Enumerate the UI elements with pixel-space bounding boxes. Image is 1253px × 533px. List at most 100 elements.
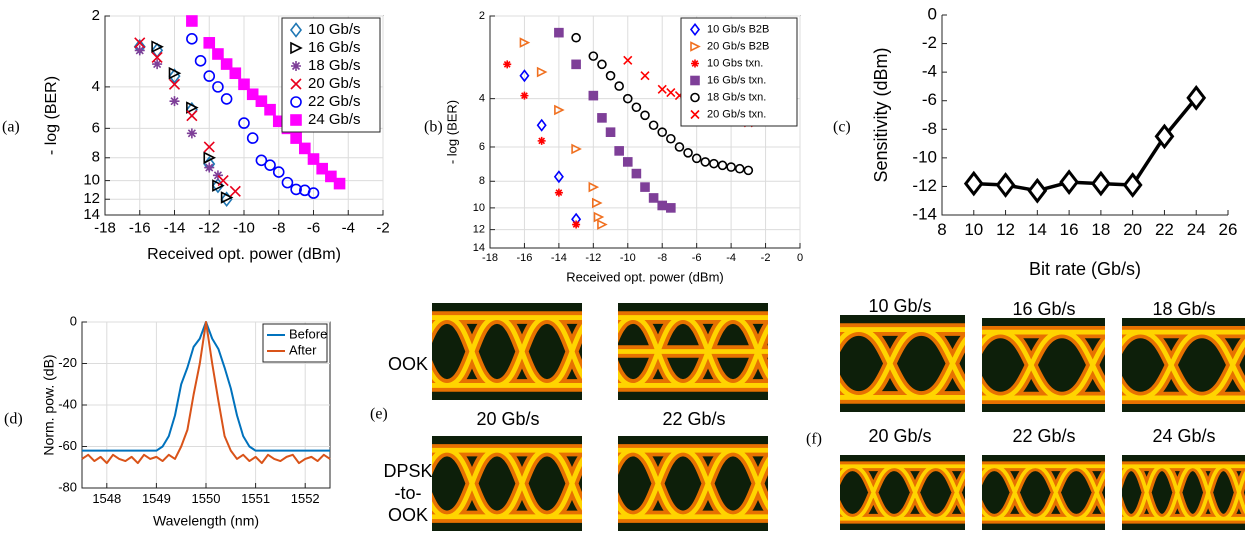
x-tick-label: -14 (164, 219, 186, 236)
legend-marker (691, 77, 699, 85)
eye-diagram (1100, 455, 1253, 530)
eye-rate: 22 Gb/s (1012, 426, 1075, 446)
marker (589, 92, 597, 100)
marker (503, 60, 511, 68)
marker (572, 60, 580, 68)
eye-diagram (397, 303, 647, 400)
legend-label: 10 Gbs txn. (707, 57, 763, 69)
y-tick-label: -60 (58, 438, 77, 453)
y-tick-label: -80 (58, 479, 77, 494)
marker (667, 204, 675, 212)
eye-rate: 24 Gb/s (1152, 426, 1215, 446)
y-tick-label: -2 (922, 33, 937, 52)
y-tick-label: 6 (479, 141, 485, 153)
x-tick-label: 14 (1028, 220, 1047, 239)
legend-marker (691, 60, 699, 68)
y-tick-label: 0 (928, 4, 937, 23)
y-tick-label: -12 (912, 176, 937, 195)
x-tick-label: -8 (657, 252, 667, 264)
y-tick-label: -4 (922, 62, 937, 81)
legend-marker (291, 115, 301, 125)
eye-rate: 20 Gb/s (868, 426, 931, 446)
marker (607, 128, 615, 136)
x-tick-label: 22 (1155, 220, 1174, 239)
x-axis-label: Wavelength (nm) (153, 513, 259, 529)
y-tick-label: 2 (92, 7, 100, 24)
y-tick-label: 6 (92, 119, 100, 136)
x-axis-label: Bit rate (Gb/s) (1029, 259, 1141, 279)
panel-label: (c) (833, 119, 851, 136)
y-axis-label: Norm. pow. (dB) (41, 354, 57, 455)
y-tick-label: 2 (479, 10, 485, 22)
legend-label: 16 Gb/s txn. (707, 74, 766, 86)
legend-marker (291, 61, 301, 71)
marker (204, 163, 214, 173)
marker (187, 128, 197, 138)
panel-label: (a) (2, 119, 20, 136)
y-tick-label: -14 (912, 204, 937, 223)
x-tick-label: 12 (996, 220, 1015, 239)
legend-label: 18 Gb/s txn. (707, 91, 766, 103)
marker (555, 189, 563, 197)
y-tick-label: 10 (83, 172, 100, 189)
marker (572, 221, 580, 229)
y-tick-label: 0 (70, 313, 77, 328)
y-tick-label: 4 (92, 78, 100, 95)
legend-label: 16 Gb/s (308, 39, 361, 56)
x-tick-label: 16 (1060, 220, 1079, 239)
marker (213, 49, 223, 59)
x-tick-label: -6 (692, 252, 702, 264)
eye-rate: 16 Gb/s (1012, 299, 1075, 319)
legend-label: 20 Gb/s (308, 75, 361, 92)
y-tick-label: 8 (92, 149, 100, 166)
x-tick-label: -4 (726, 252, 736, 264)
marker (520, 92, 528, 100)
y-tick-label: 12 (83, 190, 100, 207)
legend-label: 20 Gb/s txn. (707, 108, 766, 120)
x-tick-label: 1549 (142, 491, 171, 506)
marker (239, 79, 249, 89)
legend-label: 24 Gb/s (308, 111, 361, 128)
marker (624, 158, 632, 166)
y-tick-label: -20 (58, 355, 77, 370)
x-axis-label: Received opt. power (dBm) (566, 269, 724, 284)
eye-rate: 20 Gb/s (476, 409, 539, 429)
x-tick-label: 1548 (92, 491, 121, 506)
x-tick-label: -12 (198, 219, 220, 236)
legend-label: 10 Gb/s B2B (707, 23, 769, 35)
x-tick-label: -2 (761, 252, 771, 264)
y-tick-label: -40 (58, 396, 77, 411)
marker (300, 143, 310, 153)
y-tick-label: -8 (922, 119, 937, 138)
x-tick-label: 24 (1187, 220, 1206, 239)
legend-label: After (289, 342, 317, 357)
x-tick-label: -10 (233, 219, 255, 236)
marker (204, 38, 214, 48)
y-tick-label: 14 (83, 206, 100, 223)
marker (538, 137, 546, 145)
x-tick-label: -2 (376, 219, 389, 236)
x-tick-label: -4 (342, 219, 355, 236)
row-label: DPSK (383, 461, 432, 481)
marker (291, 133, 301, 143)
x-tick-label: 1552 (291, 491, 320, 506)
y-tick-label: -6 (922, 90, 937, 109)
x-tick-label: 26 (1219, 220, 1238, 239)
panel-label: (b) (424, 119, 443, 136)
marker (615, 147, 623, 155)
legend-label: 18 Gb/s (308, 57, 361, 74)
eye-diagram (583, 436, 833, 531)
x-tick-label: -14 (551, 252, 567, 264)
legend-label: 10 Gb/s (308, 21, 361, 38)
x-tick-label: -8 (272, 219, 285, 236)
y-tick-label: 12 (473, 224, 485, 236)
marker (265, 105, 275, 115)
eye-rate: 22 Gb/s (662, 409, 725, 429)
x-tick-label: -16 (129, 219, 151, 236)
x-tick-label: -10 (620, 252, 636, 264)
marker (335, 179, 345, 189)
marker (658, 201, 666, 209)
eye-diagram (1079, 318, 1253, 412)
figure: (a) (b) (c) (d) (e) (f) OOK DPSK -to- OO… (0, 0, 1253, 533)
row-label: OOK (388, 505, 428, 525)
